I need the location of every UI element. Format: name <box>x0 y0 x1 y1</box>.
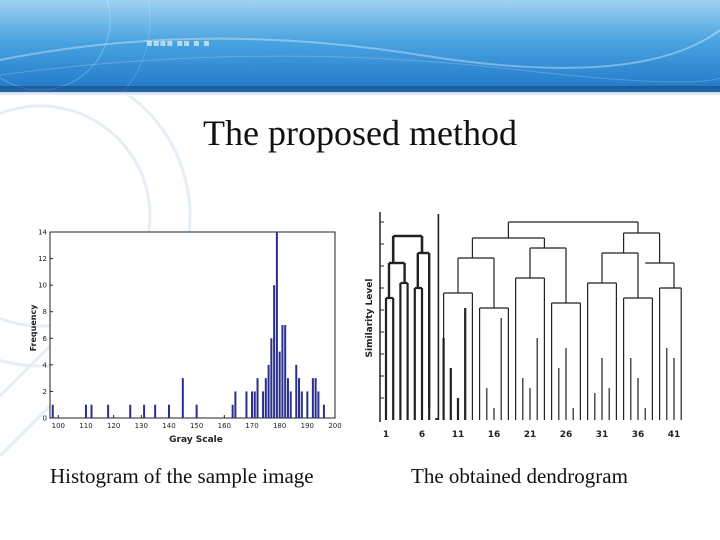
histogram-bar <box>84 404 87 418</box>
histogram-ytick-label: 14 <box>38 229 47 237</box>
histogram-bar <box>306 391 309 418</box>
histogram-bar <box>270 338 273 418</box>
histogram-bar <box>245 391 248 418</box>
dendrogram-chart: Similarity Level 1 6 11 16 21 26 31 36 41 <box>365 212 682 440</box>
histogram-bar <box>107 404 110 418</box>
histogram-bar <box>264 378 267 418</box>
histogram-bar <box>295 364 298 418</box>
dendrogram-tick-label: 26 <box>560 430 573 440</box>
histogram-bar <box>267 364 270 418</box>
dendrogram-tick-label: 41 <box>668 430 681 440</box>
dendrogram-tick-label: 6 <box>419 430 425 440</box>
histogram-xtick-label: 180 <box>273 422 286 430</box>
histogram-bar <box>143 404 146 418</box>
histogram-ytick-label: 0 <box>43 415 47 423</box>
histogram-xtick-label: 190 <box>301 422 314 430</box>
dendrogram-tick-label: 11 <box>452 430 465 440</box>
histogram-bar <box>275 232 278 418</box>
header-banner: ▪▪▪▪ ▪▪ ▪ ▪ <box>0 0 720 92</box>
histogram-bar <box>90 404 93 418</box>
histogram-bar <box>262 391 265 418</box>
dendrogram-panel: Similarity Level 1 6 11 16 21 26 31 36 41 <box>362 208 692 448</box>
histogram-bar <box>273 285 276 418</box>
histogram-panel: 0 2 4 6 8 10 12 14 100 110 120 130 140 150 160 170 180 1… <box>28 222 350 448</box>
histogram-xtick-label: 150 <box>190 422 203 430</box>
dendrogram-tick-label: 16 <box>488 430 501 440</box>
histogram-bar <box>181 378 184 418</box>
histogram-ytick-label: 4 <box>43 361 48 369</box>
histogram-bar <box>322 404 325 418</box>
histogram-xtick-label: 120 <box>107 422 120 430</box>
banner-shadow <box>0 86 720 96</box>
histogram-ytick-label: 6 <box>43 335 48 343</box>
histogram-bar <box>300 391 303 418</box>
histogram-bar <box>311 378 314 418</box>
histogram-bar <box>314 378 317 418</box>
histogram-xtick-label: 130 <box>135 422 148 430</box>
histogram-ytick-label: 12 <box>38 255 47 263</box>
dendrogram-tick-label: 21 <box>524 430 537 440</box>
histogram-bar <box>51 404 54 418</box>
caption-dendrogram: The obtained dendrogram <box>411 464 628 488</box>
caption-histogram: Histogram of the sample image <box>50 464 314 488</box>
banner-pattern: ▪▪▪▪ ▪▪ ▪ ▪ <box>0 0 720 92</box>
histogram-xtick-label: 140 <box>162 422 175 430</box>
histogram-bar <box>281 325 284 418</box>
histogram-bar <box>256 378 259 418</box>
histogram-xtick-label: 200 <box>328 422 341 430</box>
histogram-bar <box>317 391 320 418</box>
histogram-xtick-label: 100 <box>52 422 65 430</box>
histogram-bar <box>195 404 198 418</box>
histogram-bar <box>250 391 253 418</box>
histogram-chart: 0 2 4 6 8 10 12 14 100 110 120 130 140 150 160 170 180 1… <box>29 229 342 446</box>
histogram-bar <box>278 351 281 418</box>
banner-text: ▪▪▪▪ ▪▪ ▪ ▪ <box>146 38 210 49</box>
histogram-ytick-label: 8 <box>43 308 47 316</box>
dendrogram-tick-label: 1 <box>383 430 389 440</box>
histogram-xtick-label: 110 <box>79 422 92 430</box>
histogram-bar <box>231 404 234 418</box>
histogram-ytick-label: 10 <box>38 282 47 290</box>
histogram-bar <box>167 404 170 418</box>
histogram-bar <box>253 391 256 418</box>
histogram-ytick-label: 2 <box>43 388 47 396</box>
histogram-bar <box>284 325 287 418</box>
slide-title: The proposed method <box>203 113 517 153</box>
histogram-bar <box>234 391 237 418</box>
dendrogram-tick-label: 31 <box>596 430 609 440</box>
histogram-xtick-label: 160 <box>218 422 231 430</box>
histogram-xlabel: Gray Scale <box>169 435 223 445</box>
dendrogram-tick-label: 36 <box>632 430 645 440</box>
histogram-bar <box>289 391 292 418</box>
histogram-bar <box>154 404 157 418</box>
histogram-bar <box>298 378 301 418</box>
histogram-plot-frame <box>49 231 336 419</box>
histogram-ylabel: Frequency <box>29 304 38 352</box>
histogram-bar <box>129 404 132 418</box>
histogram-bar <box>286 378 289 418</box>
histogram-xtick-label: 170 <box>245 422 258 430</box>
dendrogram-ylabel: Similarity Level <box>365 279 375 358</box>
